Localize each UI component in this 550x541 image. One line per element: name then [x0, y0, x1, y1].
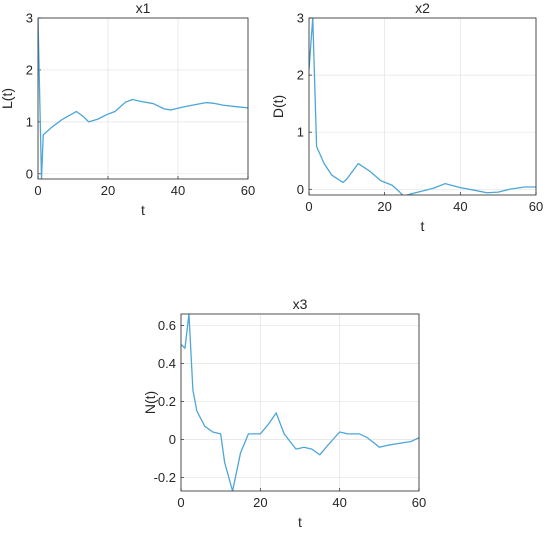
x-tick-label: 60 — [412, 495, 426, 510]
y-tick-label: 0.4 — [158, 356, 176, 371]
y-axis-label: D(t) — [270, 95, 286, 118]
y-tick-label: 0.6 — [158, 318, 176, 333]
y-tick-label: 3 — [26, 11, 33, 26]
x-axis-label: t — [141, 202, 145, 218]
y-axis-label: L(t) — [0, 88, 15, 109]
chart-title: x3 — [293, 296, 308, 312]
series-line — [309, 18, 536, 195]
x-tick-label: 40 — [453, 199, 467, 214]
chart-title: x2 — [415, 0, 430, 16]
x-tick-label: 40 — [332, 495, 346, 510]
y-tick-label: 2 — [26, 62, 33, 77]
x-tick-label: 60 — [241, 183, 255, 198]
x-tick-label: 20 — [253, 495, 267, 510]
axes-box — [180, 313, 420, 492]
x-tick-label: 0 — [34, 183, 41, 198]
y-tick-label: 1 — [297, 125, 304, 140]
y-tick-label: 1 — [26, 114, 33, 129]
x-tick-label: 20 — [101, 183, 115, 198]
x-tick-label: 20 — [377, 199, 391, 214]
chart-panel-x2: 0 20 40 60 0 1 2 3 x2 t D(t) — [270, 0, 543, 234]
axes-box — [308, 17, 537, 196]
y-axis-label: N(t) — [142, 391, 158, 414]
x-axis-label: t — [421, 218, 425, 234]
plot-area — [181, 314, 419, 491]
y-tick-label: 0 — [169, 432, 176, 447]
x-tick-label: 0 — [177, 495, 184, 510]
series-line — [38, 18, 248, 179]
series-line — [181, 314, 419, 491]
chart-panel-x1: 0 20 40 60 0 1 2 3 x1 t L(t) — [0, 0, 255, 218]
x-axis-label: t — [298, 514, 302, 530]
x-tick-label: 40 — [171, 183, 185, 198]
y-tick-label: 0 — [297, 182, 304, 197]
plot-area — [309, 18, 536, 195]
y-tick-label: 3 — [297, 11, 304, 26]
plot-area — [38, 18, 248, 179]
y-tick-label: 2 — [297, 68, 304, 83]
x-tick-label: 0 — [305, 199, 312, 214]
y-tick-label: 0.2 — [158, 394, 176, 409]
axes-box — [37, 17, 249, 180]
x-tick-label: 60 — [529, 199, 543, 214]
y-tick-label: -0.2 — [154, 470, 176, 485]
chart-title: x1 — [136, 0, 151, 16]
y-tick-label: 0 — [26, 166, 33, 181]
